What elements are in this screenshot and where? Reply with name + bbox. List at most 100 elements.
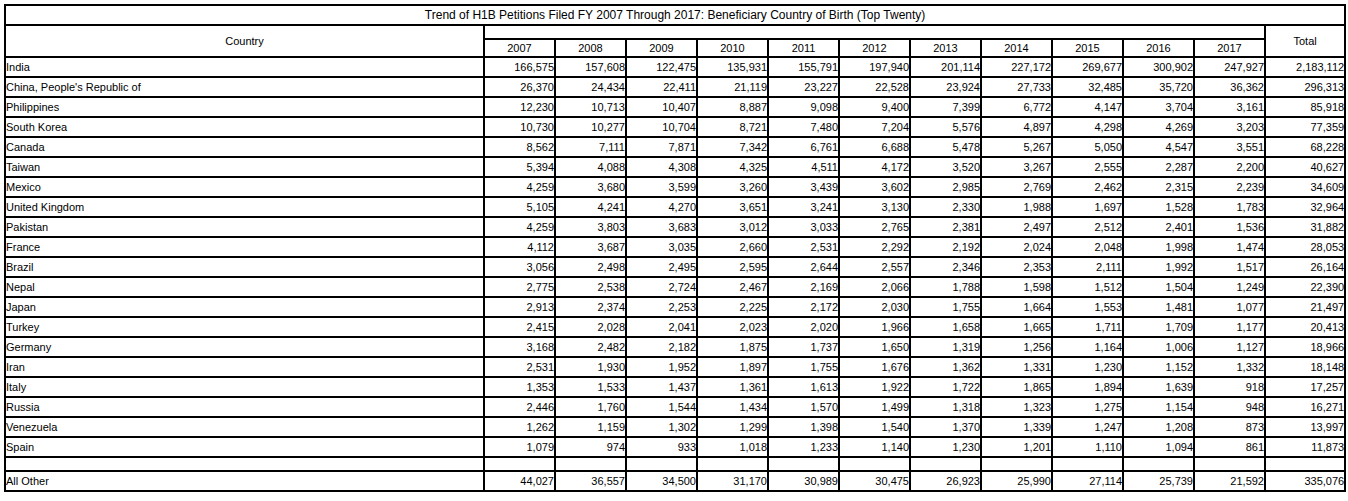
value-cell: 2,041 — [626, 317, 697, 337]
value-cell: 1,079 — [484, 437, 555, 457]
total-cell: 18,148 — [1265, 357, 1345, 377]
value-cell: 1,319 — [910, 337, 981, 357]
value-cell: 5,050 — [1052, 137, 1123, 157]
value-cell: 1,302 — [626, 417, 697, 437]
value-cell — [1052, 457, 1123, 471]
value-cell: 1,152 — [1123, 357, 1194, 377]
value-cell: 974 — [555, 437, 626, 457]
total-cell: 28,053 — [1265, 237, 1345, 257]
value-cell: 6,772 — [981, 97, 1052, 117]
value-cell: 1,434 — [697, 397, 768, 417]
value-cell: 26,370 — [484, 77, 555, 97]
value-cell: 1,875 — [697, 337, 768, 357]
year-column-header: 2009 — [626, 39, 697, 57]
value-cell: 3,602 — [839, 177, 910, 197]
value-cell: 1,323 — [981, 397, 1052, 417]
table-row: Pakistan4,2593,8033,6833,0123,0332,7652,… — [5, 217, 1345, 237]
country-cell: Germany — [5, 337, 484, 357]
value-cell: 2,330 — [910, 197, 981, 217]
value-cell: 2,775 — [484, 277, 555, 297]
value-cell: 2,023 — [697, 317, 768, 337]
table-title: Trend of H1B Petitions Filed FY 2007 Thr… — [5, 5, 1345, 25]
value-cell: 2,401 — [1123, 217, 1194, 237]
value-cell: 1,339 — [981, 417, 1052, 437]
country-cell: Philippines — [5, 97, 484, 117]
table-row: Philippines12,23010,71310,4078,8879,0989… — [5, 97, 1345, 117]
value-cell: 4,172 — [839, 157, 910, 177]
header-row-top: Country Total — [5, 25, 1345, 39]
value-cell: 1,613 — [768, 377, 839, 397]
value-cell: 2,024 — [981, 237, 1052, 257]
value-cell: 2,315 — [1123, 177, 1194, 197]
value-cell — [981, 457, 1052, 471]
value-cell: 3,168 — [484, 337, 555, 357]
total-cell — [1265, 457, 1345, 471]
value-cell: 2,595 — [697, 257, 768, 277]
value-cell: 10,730 — [484, 117, 555, 137]
value-cell: 2,644 — [768, 257, 839, 277]
table-row: China, People's Republic of26,37024,4342… — [5, 77, 1345, 97]
value-cell: 1,897 — [697, 357, 768, 377]
value-cell: 1,930 — [555, 357, 626, 377]
value-cell: 135,931 — [697, 57, 768, 77]
country-cell: South Korea — [5, 117, 484, 137]
value-cell: 2,020 — [768, 317, 839, 337]
value-cell: 4,270 — [626, 197, 697, 217]
value-cell: 2,660 — [697, 237, 768, 257]
value-cell: 1,362 — [910, 357, 981, 377]
value-cell: 1,353 — [484, 377, 555, 397]
value-cell — [1123, 457, 1194, 471]
value-cell: 873 — [1194, 417, 1265, 437]
country-cell: Pakistan — [5, 217, 484, 237]
total-column-header: Total — [1265, 25, 1345, 57]
year-column-header: 2017 — [1194, 39, 1265, 57]
value-cell: 247,927 — [1194, 57, 1265, 77]
value-cell: 10,704 — [626, 117, 697, 137]
value-cell: 1,127 — [1194, 337, 1265, 357]
value-cell — [768, 457, 839, 471]
value-cell: 25,990 — [981, 471, 1052, 491]
table-row: Venezuela1,2621,1591,3021,2991,3981,5401… — [5, 417, 1345, 437]
value-cell: 2,462 — [1052, 177, 1123, 197]
value-cell: 1,998 — [1123, 237, 1194, 257]
table-row: Japan2,9132,3742,2532,2252,1722,0301,755… — [5, 297, 1345, 317]
value-cell: 1,722 — [910, 377, 981, 397]
value-cell: 3,241 — [768, 197, 839, 217]
value-cell: 3,651 — [697, 197, 768, 217]
country-cell: Spain — [5, 437, 484, 457]
total-cell: 20,413 — [1265, 317, 1345, 337]
value-cell: 2,557 — [839, 257, 910, 277]
value-cell: 1,230 — [910, 437, 981, 457]
value-cell: 2,346 — [910, 257, 981, 277]
value-cell: 1,154 — [1123, 397, 1194, 417]
country-cell: All Other — [5, 471, 484, 491]
value-cell: 1,331 — [981, 357, 1052, 377]
value-cell: 2,028 — [555, 317, 626, 337]
value-cell: 948 — [1194, 397, 1265, 417]
total-cell: 68,228 — [1265, 137, 1345, 157]
table-row: Russia2,4461,7601,5441,4341,5701,4991,31… — [5, 397, 1345, 417]
value-cell: 2,253 — [626, 297, 697, 317]
value-cell: 2,182 — [626, 337, 697, 357]
value-cell: 6,761 — [768, 137, 839, 157]
value-cell: 1,711 — [1052, 317, 1123, 337]
value-cell: 1,177 — [1194, 317, 1265, 337]
title-row: Trend of H1B Petitions Filed FY 2007 Thr… — [5, 5, 1345, 25]
value-cell: 22,411 — [626, 77, 697, 97]
value-cell: 201,114 — [910, 57, 981, 77]
total-cell: 17,257 — [1265, 377, 1345, 397]
value-cell: 8,721 — [697, 117, 768, 137]
value-cell: 122,475 — [626, 57, 697, 77]
value-cell: 3,687 — [555, 237, 626, 257]
country-cell: Italy — [5, 377, 484, 397]
value-cell: 155,791 — [768, 57, 839, 77]
value-cell: 1,992 — [1123, 257, 1194, 277]
value-cell: 21,119 — [697, 77, 768, 97]
value-cell: 1,665 — [981, 317, 1052, 337]
value-cell: 27,114 — [1052, 471, 1123, 491]
country-cell: Turkey — [5, 317, 484, 337]
total-cell: 85,918 — [1265, 97, 1345, 117]
value-cell: 2,048 — [1052, 237, 1123, 257]
value-cell: 12,230 — [484, 97, 555, 117]
value-cell: 1,553 — [1052, 297, 1123, 317]
